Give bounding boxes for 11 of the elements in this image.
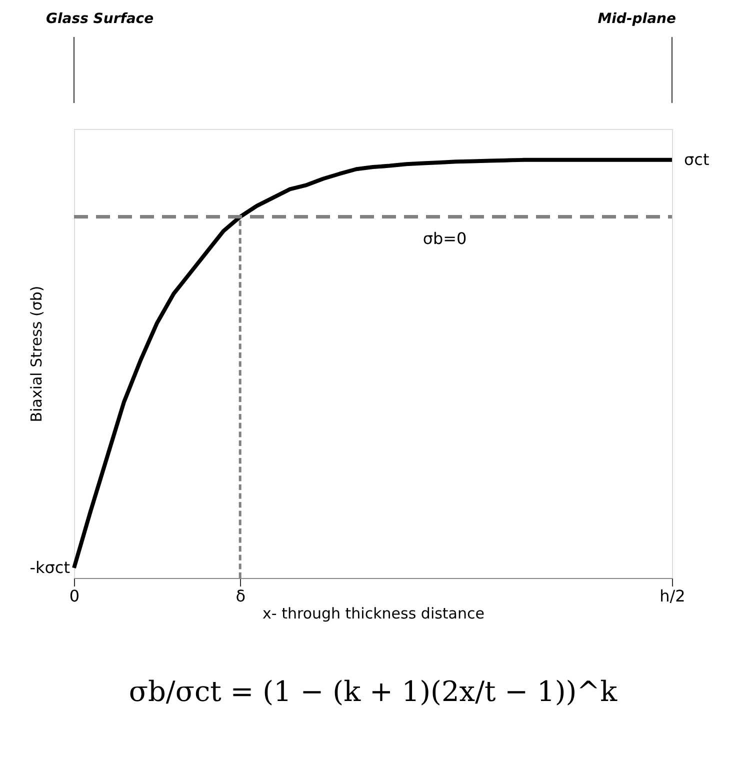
x-axis-title: x- through thickness distance <box>262 604 484 622</box>
annotation: σb=0 <box>422 228 467 248</box>
text: Glass Surface <box>46 11 154 27</box>
text: σb/σct = (1 − (k + 1)(2x/t − 1))^k <box>128 675 618 708</box>
x-tick-label: δ <box>236 586 246 606</box>
text: Mid-plane <box>598 11 676 27</box>
x-tick-label: 0 <box>69 586 80 606</box>
text: σct <box>684 150 710 169</box>
text: -kσct <box>30 558 70 577</box>
x-tick-label: h/2 <box>660 586 686 606</box>
y-axis-title: Biaxial Stress (σb) <box>28 286 46 422</box>
